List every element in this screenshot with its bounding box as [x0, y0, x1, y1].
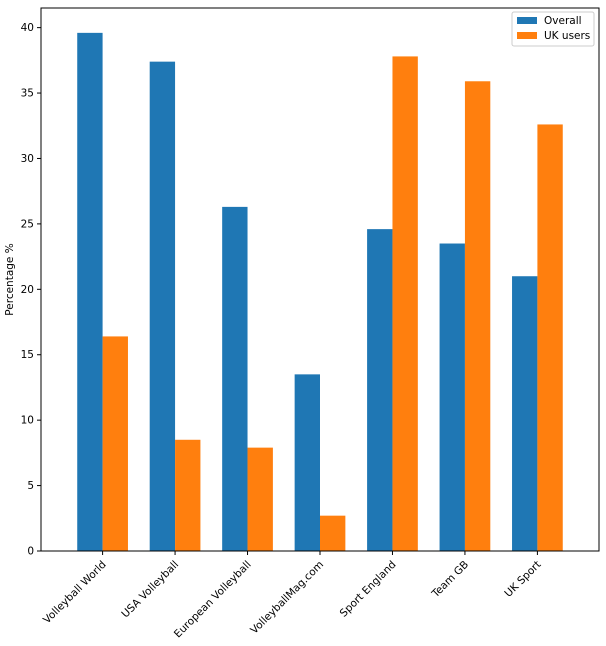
bar-uk-users-0	[102, 336, 128, 551]
bar-overall-6	[512, 276, 538, 551]
x-tick-label: VolleyballMag.com	[248, 559, 326, 637]
bar-overall-1	[149, 61, 176, 552]
bar-overall-4	[367, 229, 393, 551]
x-tick-label: Volleyball World	[41, 559, 109, 627]
bar-overall-3	[294, 374, 320, 551]
y-tick-label: 30	[21, 153, 34, 165]
legend-swatch	[517, 17, 537, 24]
bar-overall-5	[439, 243, 465, 551]
bar-uk-users-6	[537, 124, 563, 551]
y-tick-label: 15	[21, 349, 34, 361]
y-tick-label: 0	[27, 546, 34, 558]
bar-uk-users-1	[175, 439, 201, 551]
bar-uk-users-5	[464, 81, 491, 552]
legend-swatch	[517, 32, 537, 39]
y-tick-label: 25	[21, 218, 34, 230]
y-axis: 0 5 10 15 20 25 30 35 40	[21, 22, 41, 558]
bar-uk-users-3	[320, 515, 346, 551]
x-tick-label: Sport England	[338, 559, 399, 620]
y-tick-label: 40	[21, 22, 34, 34]
y-tick-label: 35	[21, 88, 34, 100]
bar-uk-users-2	[247, 447, 273, 551]
legend-label: UK users	[544, 30, 590, 42]
plot-frame	[40, 7, 600, 552]
y-tick-label: 5	[27, 480, 34, 492]
y-tick-label: 20	[21, 284, 34, 296]
x-tick-label: Team GB	[429, 559, 471, 601]
legend-label: Overall	[544, 15, 582, 27]
bar-overall-0	[77, 32, 103, 552]
bars-layer	[77, 32, 563, 552]
bar-uk-users-4	[392, 56, 418, 551]
bar-overall-2	[222, 206, 248, 551]
x-tick-label: USA Volleyball	[119, 559, 181, 621]
y-tick-label: 10	[21, 415, 34, 427]
x-tick-label: UK Sport	[502, 559, 543, 600]
legend: Overall UK users	[511, 11, 595, 47]
y-axis-label: Percentage %	[4, 243, 16, 315]
x-tick-label: European Volleyball	[172, 559, 254, 641]
